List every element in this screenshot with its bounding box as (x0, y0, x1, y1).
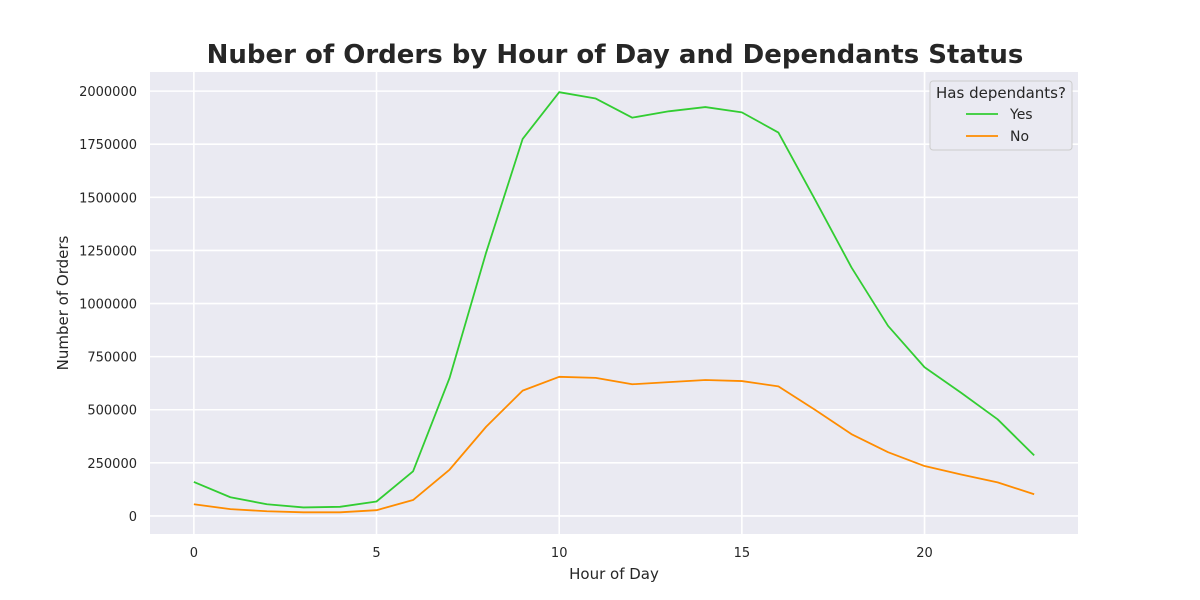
grid (150, 72, 1078, 534)
legend-label-no: No (1010, 129, 1029, 145)
y-tick-label: 1500000 (79, 191, 137, 206)
legend-label-yes: Yes (1009, 107, 1033, 123)
tick-labels: 0 5 10 15 20 0 250000 500000 750000 1000000 125000… (79, 85, 933, 561)
series-line-no (193, 375, 1035, 514)
legend-title: Has dependants? (936, 84, 1066, 102)
y-tick-label: 750000 (87, 351, 137, 366)
chart-title: Nuber of Orders by Hour of Day and Depen… (207, 40, 1024, 70)
x-tick-label: 20 (916, 546, 933, 561)
y-tick-label: 0 (129, 510, 137, 525)
y-tick-label: 1250000 (79, 244, 137, 259)
x-tick-label: 10 (551, 546, 568, 561)
y-axis-label: Number of Orders (54, 235, 72, 370)
legend-box (929, 80, 1073, 151)
series-line-yes (193, 91, 1035, 509)
y-tick-label: 1750000 (79, 138, 137, 153)
x-axis-label: Hour of Day (569, 565, 659, 583)
x-tick-label: 5 (372, 546, 380, 561)
legend: Has dependants? Yes No (929, 80, 1073, 151)
x-tick-label: 0 (190, 546, 198, 561)
y-tick-label: 1000000 (79, 298, 137, 313)
y-tick-label: 250000 (87, 457, 137, 472)
y-tick-label: 2000000 (79, 85, 137, 100)
y-tick-label: 500000 (87, 404, 137, 419)
series-lines (193, 91, 1035, 514)
x-tick-label: 15 (734, 546, 751, 561)
